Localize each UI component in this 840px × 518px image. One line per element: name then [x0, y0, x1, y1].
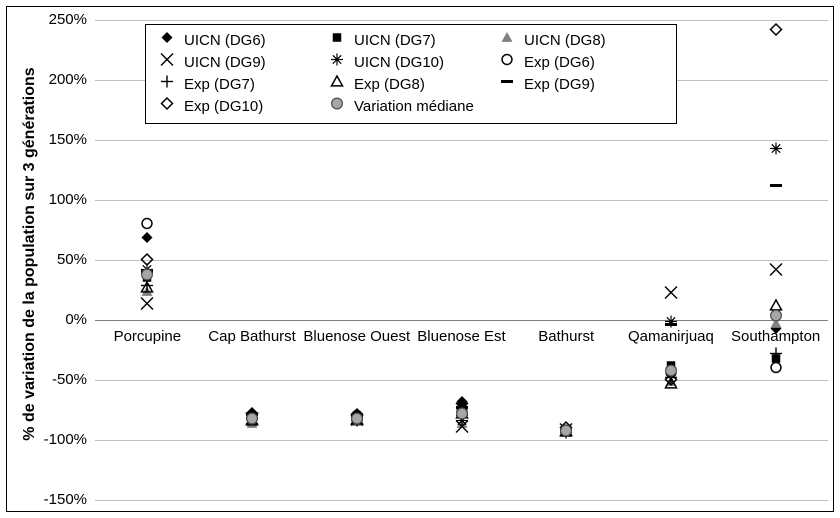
- legend-label: UICN (DG8): [524, 32, 606, 49]
- gridline: [95, 500, 828, 501]
- legend-row: UICN (DG6) UICN (DG7) UICN (DG8): [156, 29, 666, 51]
- legend-item: UICN (DG6): [156, 29, 326, 51]
- legend-label: Exp (DG6): [524, 54, 595, 71]
- legend-row: UICN (DG9) UICN (DG10) Exp (DG6): [156, 51, 666, 73]
- x-category-label: Porcupine: [114, 328, 182, 345]
- legend-label: UICN (DG10): [354, 54, 444, 71]
- legend-item: Exp (DG7): [156, 73, 326, 95]
- legend-item: [496, 95, 666, 117]
- legend-label: Exp (DG10): [184, 98, 263, 115]
- gridline: [95, 200, 828, 201]
- legend-marker-icon: [496, 29, 518, 51]
- legend-label: UICN (DG7): [354, 32, 436, 49]
- legend-label: Exp (DG7): [184, 76, 255, 93]
- legend-item: UICN (DG8): [496, 29, 666, 51]
- x-category-label: Qamanirjuaq: [628, 328, 714, 345]
- y-tick-label: -150%: [37, 491, 87, 508]
- legend-label: Variation médiane: [354, 98, 474, 115]
- legend-marker-icon: [326, 73, 348, 95]
- gridline: [95, 260, 828, 261]
- legend-row: Exp (DG10) Variation médiane: [156, 95, 666, 117]
- legend-item: UICN (DG7): [326, 29, 496, 51]
- legend-label: Exp (DG9): [524, 76, 595, 93]
- legend-item: UICN (DG9): [156, 51, 326, 73]
- legend-item: Exp (DG6): [496, 51, 666, 73]
- y-tick-label: 0%: [37, 311, 87, 328]
- x-category-label: Bluenose Ouest: [303, 328, 410, 345]
- x-category-label: Cap Bathurst: [208, 328, 296, 345]
- legend-item: Exp (DG10): [156, 95, 326, 117]
- gridline: [95, 380, 828, 381]
- legend-marker-icon: [496, 51, 518, 73]
- legend-marker-icon: [156, 29, 178, 51]
- y-tick-label: 250%: [37, 11, 87, 28]
- y-tick-label: -50%: [37, 371, 87, 388]
- x-axis-line: [95, 320, 828, 321]
- x-category-label: Bluenose Est: [417, 328, 505, 345]
- chart-frame: % de variation de la population sur 3 gé…: [0, 0, 840, 518]
- legend-label: UICN (DG6): [184, 32, 266, 49]
- y-tick-label: 200%: [37, 71, 87, 88]
- y-tick-label: 50%: [37, 251, 87, 268]
- y-tick-label: 100%: [37, 191, 87, 208]
- legend-item: Variation médiane: [326, 95, 496, 117]
- legend-row: Exp (DG7) Exp (DG8) Exp (DG9): [156, 73, 666, 95]
- gridline: [95, 440, 828, 441]
- y-tick-label: -100%: [37, 431, 87, 448]
- legend-item: Exp (DG8): [326, 73, 496, 95]
- legend-marker-icon: [496, 73, 518, 95]
- legend-marker-icon: [156, 51, 178, 73]
- gridline: [95, 140, 828, 141]
- legend-item: Exp (DG9): [496, 73, 666, 95]
- y-tick-label: 150%: [37, 131, 87, 148]
- legend-marker-icon: [326, 51, 348, 73]
- x-category-label: Bathurst: [538, 328, 594, 345]
- legend-box: UICN (DG6) UICN (DG7) UICN (DG8) UICN (DG9)…: [145, 24, 677, 124]
- legend-marker-icon: [156, 73, 178, 95]
- legend-item: UICN (DG10): [326, 51, 496, 73]
- legend-marker-icon: [326, 95, 348, 117]
- gridline: [95, 20, 828, 21]
- legend-marker-icon: [326, 29, 348, 51]
- legend-label: Exp (DG8): [354, 76, 425, 93]
- legend-label: UICN (DG9): [184, 54, 266, 71]
- x-category-label: Southampton: [731, 328, 820, 345]
- legend-marker-icon: [156, 95, 178, 117]
